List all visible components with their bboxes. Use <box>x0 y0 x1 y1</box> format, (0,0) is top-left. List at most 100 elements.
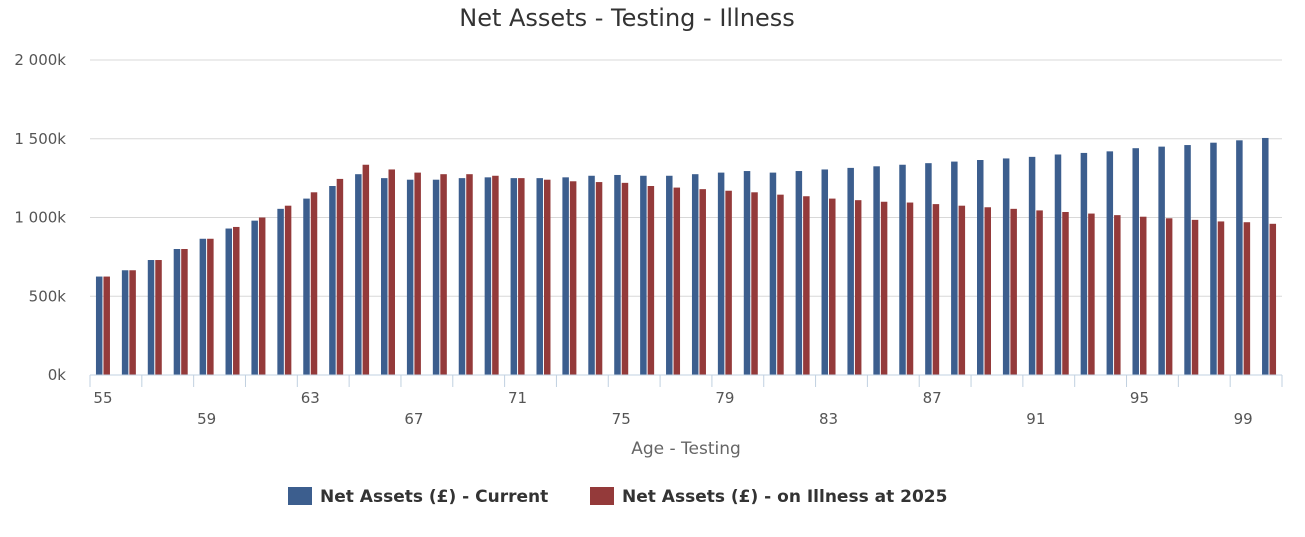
bar-current-85[interactable] <box>873 166 880 375</box>
bar-illness-87[interactable] <box>932 204 940 375</box>
bar-current-62[interactable] <box>277 208 284 375</box>
bar-illness-74[interactable] <box>595 182 603 375</box>
bar-current-72[interactable] <box>536 178 543 376</box>
bar-illness-81[interactable] <box>777 194 784 375</box>
bar-current-97[interactable] <box>1184 145 1191 375</box>
bar-current-71[interactable] <box>510 178 518 376</box>
bar-illness-86[interactable] <box>906 202 914 375</box>
bar-illness-58[interactable] <box>181 249 188 375</box>
bar-illness-55[interactable] <box>103 276 110 375</box>
bar-illness-84[interactable] <box>854 200 862 375</box>
bar-current-99[interactable] <box>1236 140 1243 375</box>
bar-current-59[interactable] <box>199 238 207 375</box>
x-tick-label: 71 <box>508 389 527 407</box>
bar-current-79[interactable] <box>717 172 725 375</box>
x-tick-label: 95 <box>1130 389 1149 407</box>
bar-illness-59[interactable] <box>207 238 214 375</box>
bars <box>95 137 1277 376</box>
bar-current-84[interactable] <box>847 167 854 375</box>
bar-current-81[interactable] <box>769 172 777 375</box>
bar-current-69[interactable] <box>458 178 466 376</box>
bar-current-70[interactable] <box>484 177 492 375</box>
bar-illness-94[interactable] <box>1114 215 1121 375</box>
bar-illness-89[interactable] <box>984 207 992 375</box>
bar-current-96[interactable] <box>1158 146 1165 376</box>
bar-current-91[interactable] <box>1028 156 1036 375</box>
bar-illness-62[interactable] <box>284 205 292 375</box>
bar-illness-76[interactable] <box>647 186 655 375</box>
bar-illness-64[interactable] <box>336 178 344 375</box>
bar-current-75[interactable] <box>614 174 621 375</box>
legend-item-current[interactable]: Net Assets (£) - Current <box>288 487 548 507</box>
grid-lines <box>90 59 1282 297</box>
bar-illness-72[interactable] <box>543 179 551 375</box>
bar-illness-69[interactable] <box>466 174 473 375</box>
bar-illness-78[interactable] <box>699 189 706 375</box>
y-tick-label: 2 000k <box>14 51 66 69</box>
bar-illness-57[interactable] <box>155 260 162 375</box>
bar-current-89[interactable] <box>977 160 984 375</box>
bar-illness-75[interactable] <box>621 182 629 375</box>
bar-illness-70[interactable] <box>492 175 499 375</box>
bar-current-55[interactable] <box>95 276 103 375</box>
bar-current-57[interactable] <box>147 260 155 375</box>
bar-illness-56[interactable] <box>129 270 136 375</box>
bar-illness-99[interactable] <box>1243 222 1251 375</box>
bar-current-94[interactable] <box>1106 151 1114 375</box>
bar-illness-77[interactable] <box>673 187 681 375</box>
bar-current-90[interactable] <box>1002 158 1010 375</box>
bar-illness-80[interactable] <box>751 192 758 375</box>
bar-illness-68[interactable] <box>440 174 447 375</box>
bar-illness-65[interactable] <box>362 164 370 375</box>
bar-current-63[interactable] <box>303 198 310 375</box>
bar-illness-83[interactable] <box>829 198 836 375</box>
bar-current-64[interactable] <box>329 186 336 375</box>
bar-current-67[interactable] <box>406 179 414 375</box>
bar-illness-82[interactable] <box>803 196 810 375</box>
bar-current-77[interactable] <box>666 175 673 375</box>
bar-current-56[interactable] <box>121 270 129 375</box>
bar-current-98[interactable] <box>1210 142 1217 375</box>
bar-illness-91[interactable] <box>1036 210 1043 375</box>
bar-current-78[interactable] <box>691 174 699 375</box>
bar-illness-71[interactable] <box>518 178 525 376</box>
bar-current-65[interactable] <box>355 174 362 375</box>
bar-illness-61[interactable] <box>258 217 266 376</box>
bar-current-93[interactable] <box>1080 152 1088 375</box>
bar-illness-63[interactable] <box>310 192 318 375</box>
bar-current-86[interactable] <box>899 164 906 375</box>
bar-current-92[interactable] <box>1054 154 1062 376</box>
bar-current-61[interactable] <box>251 220 258 375</box>
bar-current-68[interactable] <box>432 179 440 375</box>
bar-illness-93[interactable] <box>1088 213 1095 375</box>
bar-current-83[interactable] <box>821 169 829 375</box>
bar-illness-98[interactable] <box>1217 221 1225 375</box>
bar-illness-73[interactable] <box>569 181 577 375</box>
bar-illness-90[interactable] <box>1010 208 1017 375</box>
bar-current-74[interactable] <box>588 175 595 375</box>
bar-illness-96[interactable] <box>1165 218 1173 375</box>
legend[interactable]: Net Assets (£) - Current Net Assets (£) … <box>288 487 947 507</box>
bar-illness-95[interactable] <box>1139 216 1147 375</box>
bar-current-60[interactable] <box>225 228 233 375</box>
bar-illness-88[interactable] <box>958 205 966 375</box>
bar-illness-97[interactable] <box>1191 219 1199 375</box>
bar-illness-92[interactable] <box>1062 211 1069 375</box>
bar-illness-66[interactable] <box>388 169 396 375</box>
bar-illness-85[interactable] <box>880 201 888 375</box>
bar-current-66[interactable] <box>381 178 388 376</box>
bar-illness-60[interactable] <box>233 226 240 375</box>
bar-current-58[interactable] <box>173 249 181 375</box>
bar-current-87[interactable] <box>925 163 932 375</box>
bar-current-76[interactable] <box>640 175 647 375</box>
bar-current-100[interactable] <box>1262 137 1269 375</box>
bar-illness-100[interactable] <box>1269 223 1277 375</box>
bar-current-95[interactable] <box>1132 148 1139 375</box>
bar-current-82[interactable] <box>795 171 803 375</box>
legend-item-illness[interactable]: Net Assets (£) - on Illness at 2025 <box>590 487 947 507</box>
bar-current-80[interactable] <box>743 171 751 375</box>
bar-current-88[interactable] <box>951 161 958 375</box>
bar-illness-67[interactable] <box>414 172 421 375</box>
bar-current-73[interactable] <box>562 177 569 375</box>
bar-illness-79[interactable] <box>725 190 732 375</box>
